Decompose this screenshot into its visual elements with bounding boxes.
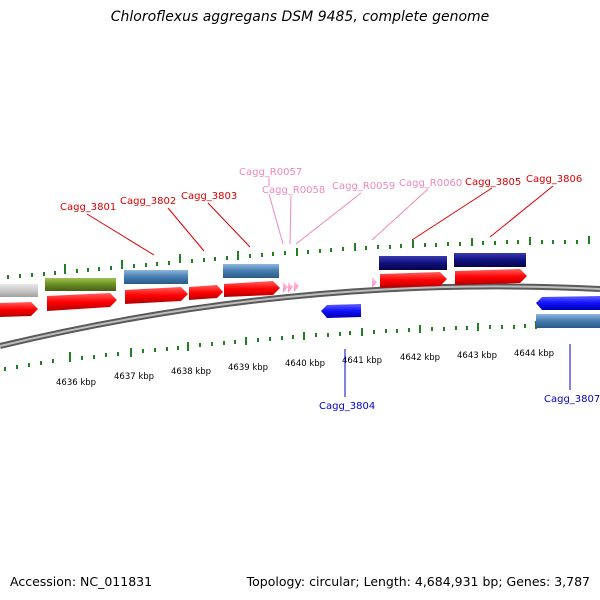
gene-row-forward — [0, 269, 527, 317]
scale-labels: 4636 kbp 4637 kbp 4638 kbp 4639 kbp 4640… — [56, 349, 554, 388]
gene-label[interactable]: Cagg_3804 — [319, 401, 375, 412]
accession-text: Accession: NC_011831 — [10, 574, 153, 589]
gene-label[interactable]: Cagg_3805 — [465, 177, 521, 188]
cds-arrow[interactable] — [380, 272, 447, 288]
gene-row-reverse — [321, 296, 600, 328]
gene-label[interactable]: Cagg_3802 — [120, 196, 176, 207]
rna-arrow[interactable] — [294, 281, 299, 292]
rna-arrow[interactable] — [372, 277, 377, 288]
gene-navy[interactable] — [454, 253, 526, 267]
scale-label: 4640 kbp — [285, 359, 325, 369]
cds-arrow-reverse[interactable] — [321, 304, 361, 318]
gene-steelblue[interactable] — [223, 264, 279, 278]
gene-row-outer — [0, 253, 526, 297]
cds-arrow[interactable] — [455, 269, 527, 285]
rna-arrow[interactable] — [283, 282, 288, 293]
cds-arrow[interactable] — [125, 287, 188, 304]
cds-arrow[interactable] — [224, 281, 280, 297]
gene-label[interactable]: Cagg_3807 — [544, 394, 600, 405]
outer-ticks — [7, 236, 590, 279]
cds-arrow[interactable] — [47, 293, 117, 311]
backbone-highlight — [0, 285, 600, 347]
scale-label: 4637 kbp — [114, 372, 154, 382]
gene-labels: Cagg_3801 Cagg_3802 Cagg_3803 Cagg_R0057… — [60, 167, 600, 412]
scale-label: 4643 kbp — [457, 351, 497, 361]
scale-label: 4644 kbp — [514, 349, 554, 359]
gene-gray[interactable] — [0, 284, 38, 297]
gene-label[interactable]: Cagg_R0059 — [332, 181, 395, 192]
gene-olive[interactable] — [45, 278, 116, 291]
scale-label: 4639 kbp — [228, 363, 268, 373]
rna-features — [283, 277, 377, 293]
rna-arrow[interactable] — [288, 282, 293, 293]
scale-label: 4642 kbp — [400, 353, 440, 363]
gene-label[interactable]: Cagg_R0057 — [239, 167, 302, 178]
scale-label: 4638 kbp — [171, 367, 211, 377]
map-title: Chloroflexus aggregans DSM 9485, complet… — [110, 9, 490, 25]
cds-arrow[interactable] — [0, 302, 38, 317]
cds-arrow-reverse[interactable] — [536, 296, 600, 310]
scale-label: 4636 kbp — [56, 378, 96, 388]
gene-label[interactable]: Cagg_R0060 — [399, 178, 462, 189]
leader-lines — [86, 178, 571, 397]
gene-label[interactable]: Cagg_3801 — [60, 202, 116, 213]
scale-label: 4641 kbp — [342, 356, 382, 366]
gene-label[interactable]: Cagg_3806 — [526, 174, 582, 185]
gene-steelblue[interactable] — [536, 314, 600, 328]
cds-arrow[interactable] — [189, 285, 223, 300]
gene-steelblue[interactable] — [124, 270, 188, 284]
topology-text: Topology: circular; Length: 4,684,931 bp… — [246, 574, 590, 589]
gene-label[interactable]: Cagg_R0058 — [262, 185, 325, 196]
gene-navy[interactable] — [379, 256, 447, 270]
gene-label[interactable]: Cagg_3803 — [181, 191, 237, 202]
